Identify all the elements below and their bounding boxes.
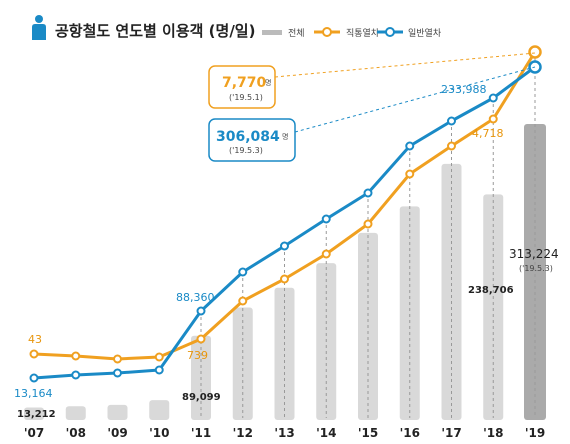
bar-9: [399, 206, 420, 420]
x-tick-5: '12: [233, 426, 253, 440]
x-tick-12: '19: [525, 426, 545, 440]
bar-6: [274, 287, 295, 420]
label-local-2011: 88,360: [176, 291, 215, 304]
express-point-8: [363, 219, 373, 229]
bar-0: [24, 407, 44, 420]
callout-local-value: 306,084: [216, 129, 280, 145]
express-point-5: [238, 296, 248, 306]
local-point-2: [113, 368, 122, 378]
x-tick-8: '15: [358, 426, 378, 440]
label-local-2007: 13,164: [14, 387, 53, 400]
express-point-0: [29, 349, 39, 359]
x-tick-4: '11: [191, 426, 211, 440]
express-point-2: [113, 354, 122, 364]
callout-local-date: ('19.5.3): [229, 146, 263, 155]
bar-11: [483, 194, 504, 420]
local-point-3: [154, 365, 164, 375]
x-tick-6: '13: [274, 426, 294, 440]
express-point-11: [488, 114, 498, 124]
express-point-3: [154, 352, 164, 362]
label-express-2018: 4,718: [472, 127, 504, 140]
callout-express-unit: 명: [265, 78, 271, 87]
local-point-7: [321, 214, 331, 224]
express-point-6: [280, 274, 289, 284]
legend-label-local: 일반열차: [408, 27, 442, 39]
express-point-10: [447, 141, 456, 151]
local-point-11: [488, 93, 498, 103]
x-tick-0: '07: [24, 426, 44, 440]
label-local-2018: 233,988: [441, 83, 487, 96]
bar-2: [107, 404, 128, 420]
x-tick-2: '09: [107, 426, 127, 440]
x-tick-1: '08: [66, 426, 86, 440]
express-point-1: [71, 351, 81, 361]
legend: 전체 직통열차 일반열차: [262, 27, 442, 39]
local-point-5: [238, 267, 248, 277]
label-bar-2018: 238,706: [468, 285, 514, 296]
label-express-2007: 43: [28, 333, 42, 346]
express-point-4: [196, 334, 206, 344]
legend-label-total: 전체: [288, 28, 305, 39]
local-point-0: [29, 373, 39, 383]
legend-swatch-total: [262, 30, 282, 35]
express-point-9: [405, 169, 415, 179]
bar-1: [65, 406, 86, 420]
callout-express: 7,770 명 ('19.5.1): [208, 52, 536, 109]
bar-3: [149, 400, 170, 420]
express-point-12: [528, 45, 542, 59]
local-point-12: [528, 60, 542, 74]
local-point-10: [447, 116, 456, 126]
chart-title: 공항철도 연도별 이용객 (명/일): [55, 22, 255, 40]
label-bar-2007: 13,212: [17, 409, 56, 420]
label-bar-2019: 313,224: [509, 247, 559, 261]
legend-label-express: 직통열차: [346, 27, 380, 39]
x-tick-3: '10: [149, 426, 169, 440]
callout-local: 306,084 명 ('19.5.3): [208, 66, 536, 162]
callout-express-value: 7,770: [222, 75, 267, 91]
local-point-8: [363, 188, 373, 198]
callout-local-unit: 명: [282, 132, 288, 141]
x-tick-7: '14: [316, 426, 336, 440]
express-point-7: [321, 249, 331, 259]
x-tick-11: '18: [483, 426, 503, 440]
person-icon: [32, 15, 46, 40]
local-point-1: [71, 370, 81, 380]
label-express-2011: 739: [187, 349, 208, 362]
line-series: [29, 45, 542, 383]
data-labels: 43 13,164 13,212 88,360 739 89,099 233,9…: [14, 83, 559, 420]
label-bar-2011: 89,099: [182, 392, 221, 403]
label-bar-2019-date: ('19.5.3): [519, 264, 553, 273]
local-point-6: [280, 241, 289, 251]
x-tick-9: '16: [400, 426, 420, 440]
x-tick-10: '17: [441, 426, 461, 440]
local-point-9: [405, 141, 415, 151]
callout-express-date: ('19.5.1): [229, 93, 263, 102]
bar-12: [524, 124, 546, 420]
droplines: [200, 52, 536, 418]
local-point-4: [196, 306, 206, 316]
x-axis: '07 '08 '09 '10 '11 '12 '13 '14 '15 '16 '17 '18 '19: [24, 426, 545, 440]
